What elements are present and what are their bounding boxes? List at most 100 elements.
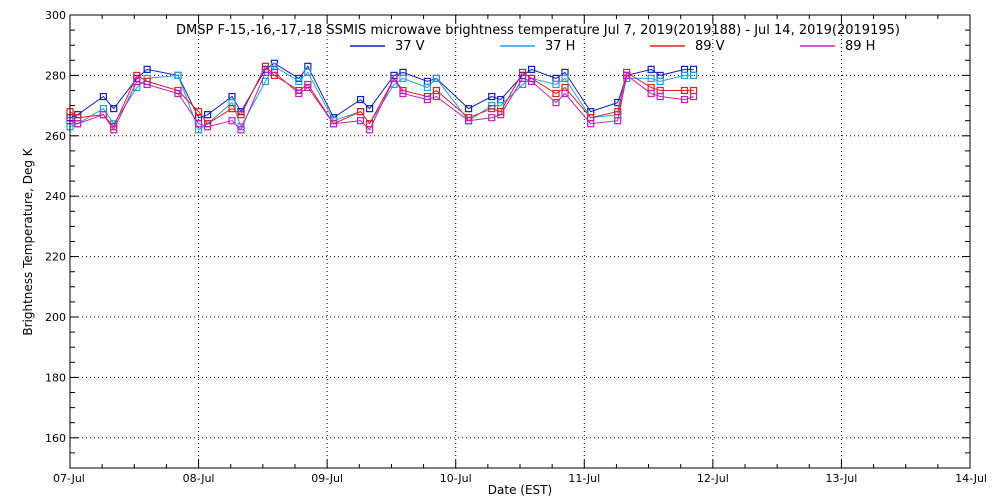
- data-point: [689, 92, 698, 101]
- data-point: [203, 111, 212, 119]
- data-point: [110, 126, 118, 134]
- data-point: [647, 74, 655, 83]
- series-line: [69, 71, 694, 131]
- ticks-layer: [69, 14, 971, 469]
- y-tick-label: 260: [45, 130, 66, 143]
- data-point: [647, 89, 655, 98]
- data-point: [356, 108, 365, 116]
- data-point: [228, 105, 236, 113]
- data-point: [110, 105, 118, 113]
- data-point: [304, 83, 312, 92]
- data-point: [656, 77, 664, 86]
- y-tick-label: 220: [45, 251, 66, 264]
- data-point: [689, 71, 698, 80]
- data-point: [552, 89, 560, 98]
- data-point: [99, 111, 108, 119]
- data-point: [237, 126, 245, 134]
- data-point: [99, 92, 108, 101]
- plot-frame: [69, 14, 971, 469]
- data-point: [228, 117, 236, 125]
- x-tick-label: 14-Jul: [955, 472, 987, 485]
- data-point: [304, 68, 312, 76]
- data-point: [423, 95, 432, 104]
- data-point: [399, 89, 407, 98]
- x-tick-label: 13-Jul: [825, 472, 857, 485]
- y-tick-label: 160: [45, 432, 66, 445]
- x-tick-label: 08-Jul: [183, 472, 215, 485]
- data-point: [488, 114, 496, 122]
- data-point: [552, 80, 560, 89]
- chart-title: DMSP F-15,-16,-17,-18 SSMIS microwave br…: [176, 23, 900, 38]
- data-point: [561, 89, 569, 98]
- y-tick-label: 180: [45, 371, 66, 384]
- legend-item: 89 V: [650, 39, 725, 54]
- data-point: [527, 77, 536, 86]
- data-point: [356, 95, 365, 104]
- data-point: [552, 98, 560, 107]
- legend-label: 89 V: [695, 39, 725, 54]
- data-point: [295, 89, 303, 98]
- data-point: [614, 108, 622, 116]
- data-point: [329, 120, 338, 128]
- data-point: [143, 80, 151, 89]
- x-axis-label: Date (EST): [488, 483, 552, 497]
- series-line: [69, 65, 694, 128]
- y-tick-label: 240: [45, 190, 66, 203]
- data-point: [399, 74, 407, 83]
- data-point: [527, 65, 536, 73]
- data-point: [623, 71, 631, 80]
- legend: 37 V 37 H 89 V 89 H: [350, 39, 875, 54]
- x-tick-label: 12-Jul: [697, 472, 729, 485]
- data-point: [518, 74, 527, 83]
- data-point: [174, 89, 182, 98]
- legend-item: 37 H: [500, 39, 575, 54]
- data-point: [270, 68, 279, 76]
- y-tick-label: 280: [45, 69, 66, 82]
- x-tick-label: 11-Jul: [568, 472, 600, 485]
- data-point: [423, 83, 432, 92]
- data-point: [74, 120, 82, 128]
- series-line: [69, 62, 694, 119]
- x-tick-label: 09-Jul: [311, 472, 343, 485]
- data-point: [365, 126, 374, 134]
- data-point: [464, 117, 473, 125]
- tick-labels-layer: 160 180 200 220 240 260 280 300 07-Jul 08-Jul 09-J…: [45, 9, 987, 485]
- data-point: [488, 92, 496, 101]
- data-point: [133, 77, 141, 86]
- data-point: [656, 92, 664, 101]
- data-point: [261, 77, 270, 86]
- legend-item: 89 H: [800, 39, 875, 54]
- series-layer: [66, 59, 698, 134]
- data-point: [587, 120, 595, 128]
- data-point: [194, 120, 203, 128]
- data-point: [680, 95, 689, 104]
- data-point: [680, 86, 689, 95]
- series-89-h: [66, 68, 698, 134]
- data-point: [390, 74, 398, 83]
- legend-item: 37 V: [350, 39, 425, 54]
- data-point: [203, 123, 212, 131]
- data-point: [432, 74, 441, 83]
- x-tick-label: 10-Jul: [440, 472, 472, 485]
- data-point: [174, 71, 182, 80]
- data-point: [488, 105, 496, 113]
- data-point: [464, 105, 473, 113]
- data-point: [356, 117, 365, 125]
- legend-label: 37 V: [395, 39, 425, 54]
- data-point: [237, 111, 245, 119]
- y-axis-label: Brightness Temperature, Deg K: [21, 147, 35, 335]
- data-point: [614, 117, 622, 125]
- data-point: [647, 65, 655, 73]
- data-point: [561, 74, 569, 83]
- data-point: [432, 92, 441, 101]
- data-point: [194, 108, 203, 116]
- legend-label: 89 H: [845, 39, 875, 54]
- data-point: [143, 65, 151, 73]
- y-tick-label: 300: [45, 9, 66, 22]
- data-point: [680, 71, 689, 80]
- x-tick-label: 07-Jul: [53, 472, 85, 485]
- data-point: [295, 77, 303, 86]
- data-point: [365, 105, 374, 113]
